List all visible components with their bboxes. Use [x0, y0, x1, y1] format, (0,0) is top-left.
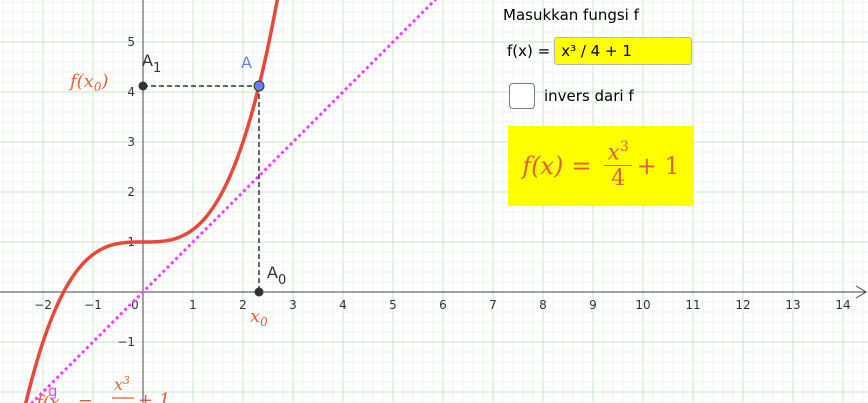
y-tick-label: 5 — [127, 35, 135, 49]
point-A0 — [254, 287, 264, 297]
x-axis-arrow — [855, 285, 867, 299]
function-input-row: f(x) = — [507, 36, 693, 66]
inverse-checkbox-label[interactable]: invers dari f — [544, 87, 634, 105]
point-A1 — [138, 81, 148, 91]
x-tick-labels: −2 −1 0 1 2 3 4 5 6 7 8 9 10 11 12 13 14 — [34, 298, 850, 312]
y-tick-label: 4 — [127, 85, 135, 99]
point-A[interactable] — [253, 80, 265, 92]
x-tick-label: 0 — [131, 298, 139, 312]
x-tick-label: 4 — [339, 298, 347, 312]
point-A0-label: A0 — [267, 263, 286, 288]
x-tick-label: 11 — [685, 298, 700, 312]
x-tick-label: 3 — [289, 298, 297, 312]
point-A1-label: A1 — [142, 51, 161, 76]
x-tick-label: 9 — [589, 298, 597, 312]
x-tick-label: 12 — [735, 298, 750, 312]
x-tick-label: 13 — [785, 298, 800, 312]
x-tick-label: 8 — [539, 298, 547, 312]
x-tick-label: 5 — [389, 298, 397, 312]
function-curve-f[interactable] — [13, 0, 285, 403]
x-tick-label: 14 — [835, 298, 850, 312]
label-f-x0: f(x0) — [68, 71, 109, 94]
function-input[interactable] — [554, 37, 693, 65]
formula-denominator: 4 — [611, 166, 626, 192]
formula-numerator: x3 — [604, 139, 632, 167]
y-tick-label: 3 — [127, 135, 135, 149]
function-input-label: f(x) = — [507, 42, 551, 60]
curve-label-fragment: f(x = — [34, 392, 93, 403]
formula-display: f(x) = x3 4 + 1 — [508, 126, 694, 206]
identity-line-label: g — [48, 382, 58, 400]
x-tick-label: 6 — [439, 298, 447, 312]
x-tick-label: −2 — [34, 298, 52, 312]
formula-equals: = — [571, 152, 592, 180]
y-tick-label: −1 — [117, 335, 135, 349]
label-x0: x0 — [250, 306, 268, 329]
panel-title: Masukkan fungsi f — [503, 6, 639, 24]
x-tick-label: 1 — [189, 298, 197, 312]
curve-label-numerator: x3 — [114, 374, 130, 394]
x-tick-label: −1 — [84, 298, 102, 312]
inverse-checkbox[interactable] — [509, 83, 535, 109]
formula-lhs: f(x) — [522, 152, 564, 180]
point-A-label: A — [241, 53, 252, 72]
identity-line-y-equals-x — [29, 0, 438, 403]
inverse-checkbox-row[interactable]: invers dari f — [509, 83, 634, 109]
curve-label-plus: + 1 — [138, 390, 170, 403]
y-tick-label: 2 — [127, 185, 135, 199]
formula-tail: + 1 — [636, 152, 680, 180]
formula-fraction: x3 4 — [604, 139, 632, 193]
x-tick-label: 7 — [489, 298, 497, 312]
x-tick-label: 2 — [239, 298, 247, 312]
x-tick-label: 10 — [635, 298, 650, 312]
